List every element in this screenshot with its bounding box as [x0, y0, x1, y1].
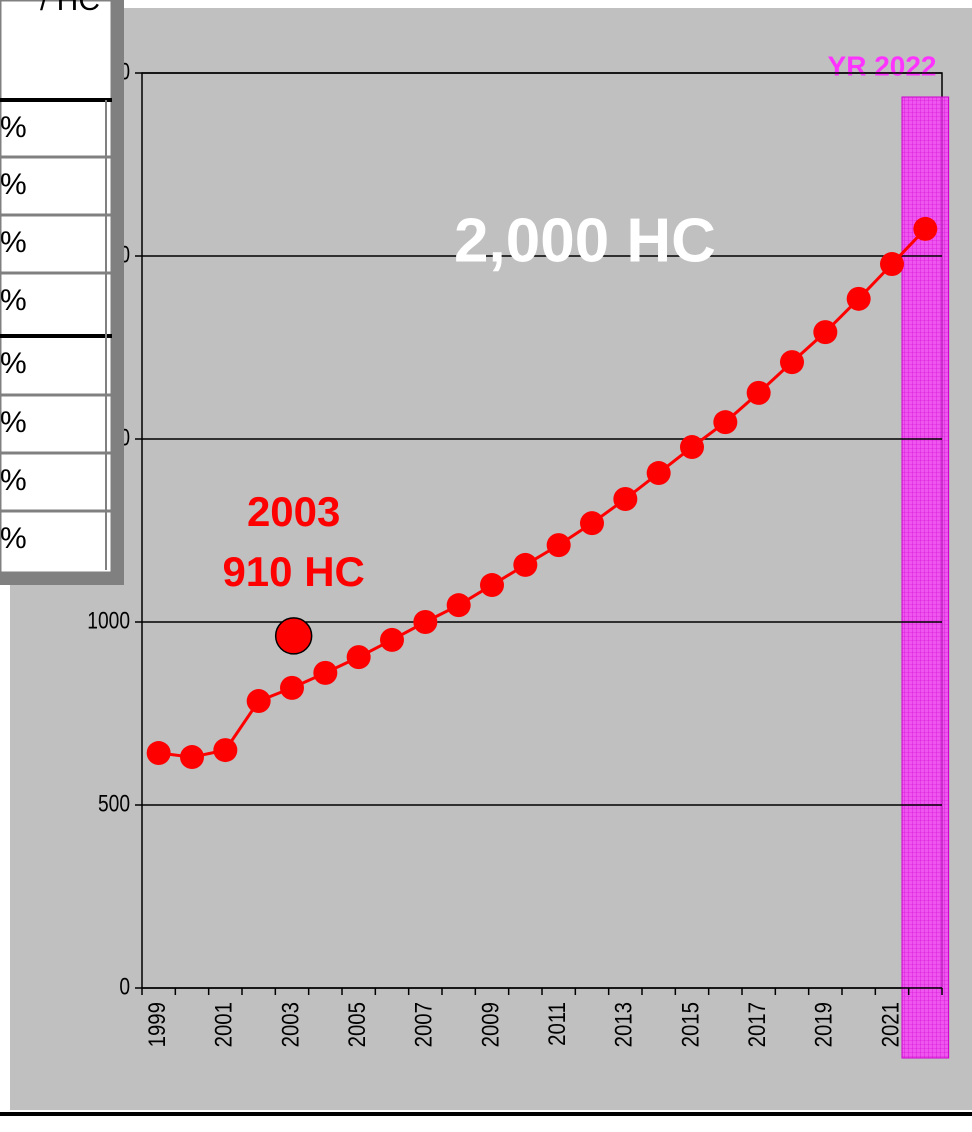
point	[213, 738, 238, 763]
plot: YR 2022050010001500200025001999200120032…	[87, 50, 950, 1059]
x-tick-label: 2005	[343, 1002, 370, 1047]
point	[313, 660, 338, 685]
x-tick-label: 2003	[277, 1002, 304, 1047]
point	[513, 552, 538, 577]
table: / HC%%%%%%%%	[0, 0, 124, 585]
table-cell: %	[0, 168, 27, 201]
point	[680, 435, 704, 460]
point	[713, 410, 738, 435]
highlight-point	[274, 617, 313, 655]
point	[780, 350, 804, 375]
x-tick-label: 2017	[743, 1002, 770, 1047]
point	[813, 320, 838, 345]
y-tick-label: 500	[98, 789, 130, 817]
point	[246, 689, 271, 714]
point	[413, 610, 438, 634]
point	[446, 593, 471, 618]
band-label: YR 2022	[828, 50, 937, 81]
x-tick-label: 2019	[810, 1002, 837, 1047]
point	[913, 216, 938, 241]
y-tick-label: 0	[119, 972, 130, 1000]
table-cell: %	[0, 226, 27, 259]
point	[746, 380, 771, 405]
highlight-band-hatch	[901, 96, 950, 1059]
table-header: / HC	[40, 0, 100, 17]
table-cell: %	[0, 464, 27, 497]
x-tick-label: 2013	[610, 1002, 637, 1047]
x-tick-label: 2011	[543, 1002, 570, 1046]
table-cell: %	[0, 406, 27, 439]
point	[646, 461, 671, 486]
x-tick-label: 2007	[410, 1002, 437, 1047]
point	[480, 573, 504, 598]
x-tick-label: 2009	[477, 1002, 504, 1047]
x-tick-label: 2015	[677, 1002, 704, 1047]
highlight-label: 2003 910 HC	[222, 488, 364, 595]
chart-background	[10, 8, 972, 1110]
point	[146, 741, 171, 766]
point	[846, 286, 871, 311]
table-body	[0, 0, 114, 575]
point	[880, 252, 904, 277]
x-tick-label: 2021	[877, 1002, 904, 1047]
annotation: 2,000 HC	[454, 206, 716, 275]
point	[180, 745, 204, 770]
point	[380, 627, 404, 652]
table-cell: %	[0, 284, 27, 317]
point	[346, 645, 371, 670]
x-tick-label: 1999	[143, 1002, 170, 1047]
table-cell: %	[0, 111, 27, 144]
y-tick-label: 1000	[87, 606, 130, 634]
point	[546, 533, 571, 558]
x-tick-label: 2001	[210, 1002, 237, 1047]
point	[580, 511, 604, 536]
table-cell: %	[0, 522, 27, 555]
point	[280, 675, 304, 700]
table-cell: %	[0, 347, 27, 380]
point	[613, 487, 638, 512]
